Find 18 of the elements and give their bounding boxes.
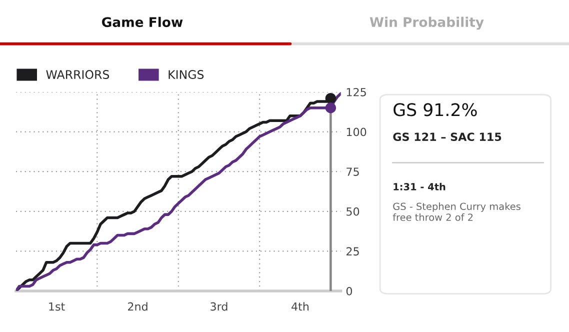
text: Win Probability <box>370 16 484 30</box>
x-tick-label: 3rd <box>210 302 228 311</box>
y-tick-label: 25 <box>346 247 359 256</box>
legend-label: WARRIORS <box>46 70 110 79</box>
text: Game Flow <box>102 16 183 28</box>
x-tick-label: 2nd <box>128 302 148 311</box>
x-tick-label: 4th <box>292 302 309 311</box>
text: GS 91.2% <box>394 103 477 116</box>
text: 1:31 - 4th <box>394 182 446 190</box>
legend-label: KINGS <box>168 70 204 79</box>
y-tick-label: 0 <box>346 286 352 296</box>
y-tick-label: 125 <box>346 88 366 96</box>
x-tick-label: 1st <box>49 302 65 311</box>
text: GS 121 – SAC 115 <box>393 132 502 142</box>
text: GS - Stephen Curry makes free throw 2 of 2 <box>392 202 520 221</box>
y-tick-label: 50 <box>346 207 360 216</box>
y-tick-label: 100 <box>346 128 366 136</box>
y-tick-label: 75 <box>346 168 359 176</box>
